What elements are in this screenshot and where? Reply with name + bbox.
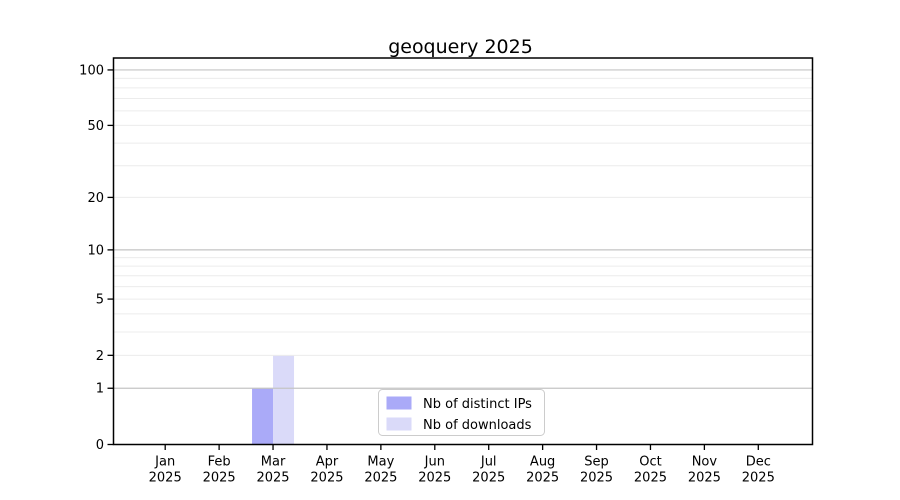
y-tick-label: 2	[96, 349, 104, 364]
x-tick-label-month: Nov	[692, 455, 718, 470]
x-tick-label-year: 2025	[149, 471, 182, 486]
x-tick-label-year: 2025	[688, 471, 721, 486]
plot-area	[113, 58, 813, 445]
legend: Nb of distinct IPs Nb of downloads	[378, 389, 545, 436]
x-tick-label-month: May	[367, 455, 394, 470]
axes-spines	[112, 57, 814, 446]
y-tick-label: 5	[96, 293, 104, 308]
legend-swatch-distinct-ips	[386, 396, 412, 410]
x-tick-label-month: Oct	[639, 455, 661, 470]
y-tick-label: 50	[87, 119, 104, 134]
y-tick-label: 10	[87, 243, 104, 258]
x-tick-label-year: 2025	[472, 471, 505, 486]
x-tick-label-year: 2025	[742, 471, 775, 486]
legend-box	[378, 389, 545, 436]
x-tick-label-month: Dec	[746, 455, 771, 470]
chart-title: geoquery 2025	[388, 36, 533, 58]
x-tick-label-month: Jun	[424, 455, 445, 470]
x-tick-label-month: Jul	[480, 455, 497, 470]
x-tick-label-year: 2025	[526, 471, 559, 486]
y-tick-label: 100	[79, 63, 104, 78]
x-tick-label-month: Sep	[584, 455, 609, 470]
bar-distinct-ips	[252, 388, 274, 445]
x-tick-label-year: 2025	[634, 471, 667, 486]
x-tick-label-year: 2025	[256, 471, 289, 486]
bar-downloads	[273, 355, 295, 445]
x-tick-label-month: Aug	[530, 455, 555, 470]
x-tick-label-year: 2025	[203, 471, 236, 486]
x-tick-label-year: 2025	[580, 471, 613, 486]
x-tick-label-year: 2025	[364, 471, 397, 486]
x-tick-label-month: Mar	[261, 455, 286, 470]
x-tick-label-month: Jan	[154, 455, 175, 470]
y-tick-label: 1	[96, 382, 104, 397]
x-tick-label-month: Feb	[208, 455, 231, 470]
legend-swatch-downloads	[386, 417, 412, 431]
legend-label: Nb of downloads	[423, 418, 532, 433]
x-tick-label-month: Apr	[316, 455, 339, 470]
x-tick-label-year: 2025	[310, 471, 343, 486]
y-tick-label: 0	[96, 438, 104, 453]
y-tick-label: 20	[87, 191, 104, 206]
x-tick-label-year: 2025	[418, 471, 451, 486]
legend-label: Nb of distinct IPs	[423, 397, 532, 412]
